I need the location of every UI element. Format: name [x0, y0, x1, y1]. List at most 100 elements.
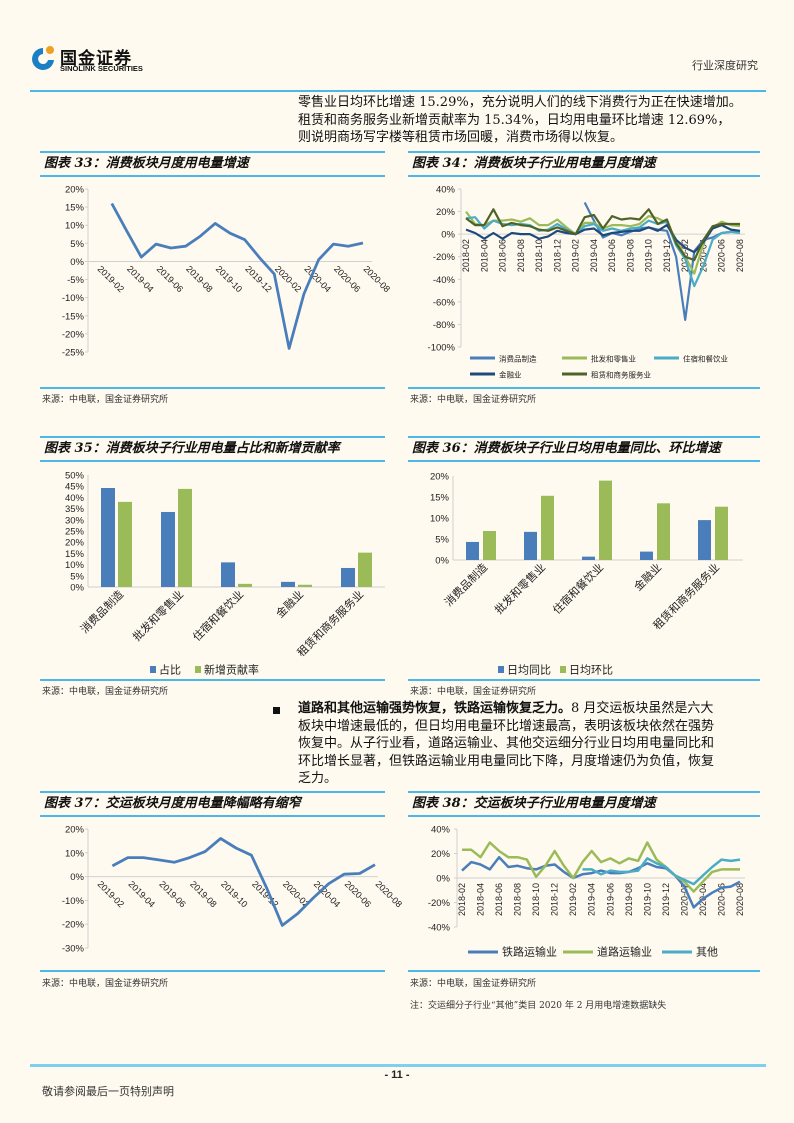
x-tick-label: 2020-08 [735, 883, 745, 916]
y-tick-label: 20% [65, 185, 85, 196]
bullet-icon [271, 706, 281, 716]
x-tick-label: 2019-06 [155, 264, 185, 294]
y-tick-label: 10% [65, 560, 85, 571]
x-tick-label: 2018-04 [479, 239, 489, 272]
bar-日均环比 [483, 531, 496, 560]
bar-新增贡献率 [178, 488, 192, 587]
bullet-line: 8 月交运板块虽然是六大 [571, 701, 714, 716]
x-tick-label: 2019-12 [661, 883, 671, 916]
x-tick-label: 2018-06 [494, 883, 504, 916]
source-divider [408, 970, 760, 972]
bar-占比 [341, 567, 355, 587]
bullet-line: 板块中增速最低的，但日均用电量环比增速最高，表明该板块依然在强势 [298, 718, 715, 734]
disclaimer: 敬请参阅最后一页特别声明 [42, 1085, 174, 1098]
y-tick-label: 40% [431, 825, 451, 836]
y-tick-label: 0% [70, 872, 84, 883]
x-tick-label: 2019-06 [157, 879, 187, 909]
x-category-label: 消费品制造 [77, 587, 126, 636]
series-line-金融业 [465, 224, 741, 254]
y-tick-label: -20% [433, 252, 456, 263]
logo-text-en: SINOLINK SECURITIES [60, 64, 143, 73]
bar-日均环比 [541, 495, 554, 560]
y-tick-label: 0% [441, 230, 455, 241]
bar-占比 [101, 487, 115, 587]
y-tick-label: 15% [430, 493, 450, 504]
x-category-label: 金融业 [631, 560, 664, 593]
x-tick-label: 2019-02 [96, 264, 126, 294]
y-tick-label: 5% [435, 535, 449, 546]
x-category-label: 住宿和餐饮业 [550, 560, 607, 617]
y-tick-label: 40% [65, 493, 85, 504]
source-divider [408, 679, 760, 681]
footer-divider [30, 1064, 766, 1067]
bar-日均环比 [715, 506, 728, 560]
legend-label: 批发和零售业 [591, 354, 636, 364]
chart-36: 20%15%10%5%0%消费品制造 批发和零售业 住宿和餐饮业 金融业租赁和商务服务… [430, 472, 743, 677]
y-tick-label: -40% [433, 275, 456, 286]
intro-line: 租赁和商务服务业新增贡献率为 15.34%，日均用电量环比增速 12.69%， [298, 112, 731, 128]
x-tick-label: 2019-02 [571, 239, 581, 272]
x-tick-label: 2019-02 [96, 879, 126, 909]
x-tick-label: 2018-10 [531, 883, 541, 916]
y-tick-label: 20% [436, 207, 456, 218]
y-tick-label: -80% [433, 320, 456, 331]
legend-label: 租赁和商务服务业 [591, 370, 651, 380]
y-tick-label: 10% [65, 848, 85, 859]
bullet-heading: 道路和其他运输强势恢复，铁路运输恢复乏力。 [298, 701, 572, 716]
x-tick-label: 2019-08 [624, 883, 634, 916]
bar-占比 [221, 562, 235, 587]
x-tick-label: 2018-02 [457, 883, 467, 916]
x-tick-label: 2020-06 [716, 883, 726, 916]
y-tick-label: -5% [67, 275, 84, 286]
y-tick-label: -30% [62, 944, 85, 955]
legend-label: 金融业 [499, 370, 522, 380]
intro-paragraph: 零售业日均环比增速 15.29%，充分说明人们的线下消费行为正在快速增加。 租赁… [298, 94, 768, 147]
y-tick-label: 20% [431, 849, 451, 860]
y-tick-label: -40% [428, 923, 451, 934]
y-tick-label: 20% [65, 538, 85, 549]
y-tick-label: -20% [62, 920, 85, 931]
x-tick-label: 2020-06 [717, 239, 727, 272]
page-number: - 11 - [384, 1069, 410, 1081]
x-category-label: 消费品制造 [441, 560, 490, 609]
y-tick-label: 10% [430, 514, 450, 525]
x-tick-label: 2020-08 [374, 879, 404, 909]
chart-37: 20%10%0%-10%-20%-30%2019-02 2019-04 2019-0… [62, 825, 404, 955]
y-tick-label: 0% [70, 583, 84, 594]
legend-swatch [498, 666, 504, 673]
bar-新增贡献率 [298, 584, 312, 587]
y-tick-label: -100% [428, 343, 456, 354]
legend-swatch [195, 666, 201, 673]
y-tick-label: -10% [62, 293, 85, 304]
x-tick-label: 2019-04 [589, 239, 599, 272]
bar-占比 [161, 511, 175, 587]
x-category-label: 住宿和餐饮业 [190, 587, 247, 644]
bar-新增贡献率 [238, 583, 252, 587]
x-tick-label: 2019-06 [607, 239, 617, 272]
x-tick-label: 2018-12 [550, 883, 560, 916]
y-tick-label: 5% [70, 571, 84, 582]
report-type: 行业深度研究 [692, 59, 758, 72]
x-category-label: 金融业 [273, 587, 306, 620]
x-tick-label: 2019-10 [219, 879, 249, 909]
bar-占比 [281, 581, 295, 587]
bar-日均同比 [466, 541, 479, 560]
legend-label: 消费品制造 [499, 354, 537, 364]
source-divider [40, 387, 385, 389]
bar-日均同比 [582, 556, 595, 560]
intro-line: 零售业日均环比增速 15.29%，充分说明人们的线下消费行为正在快速增加。 [298, 95, 742, 110]
logo-text-cn: 国金证券 [60, 49, 132, 69]
x-tick-label: 2019-08 [625, 239, 635, 272]
y-tick-label: 15% [65, 549, 85, 560]
x-tick-label: 2018-10 [534, 239, 544, 272]
legend-label: 占比 [159, 663, 181, 677]
figure-36-title: 图表 36：消费板块子行业日均用电量同比、环比增速 [408, 436, 760, 462]
y-tick-label: 0% [435, 556, 449, 567]
y-tick-label: 35% [65, 504, 85, 515]
x-category-label: 批发和零售业 [130, 587, 187, 644]
y-tick-label: -60% [433, 297, 456, 308]
y-tick-label: 0% [70, 257, 84, 268]
bar-日均环比 [599, 480, 612, 560]
legend-label: 日均环比 [569, 664, 613, 677]
